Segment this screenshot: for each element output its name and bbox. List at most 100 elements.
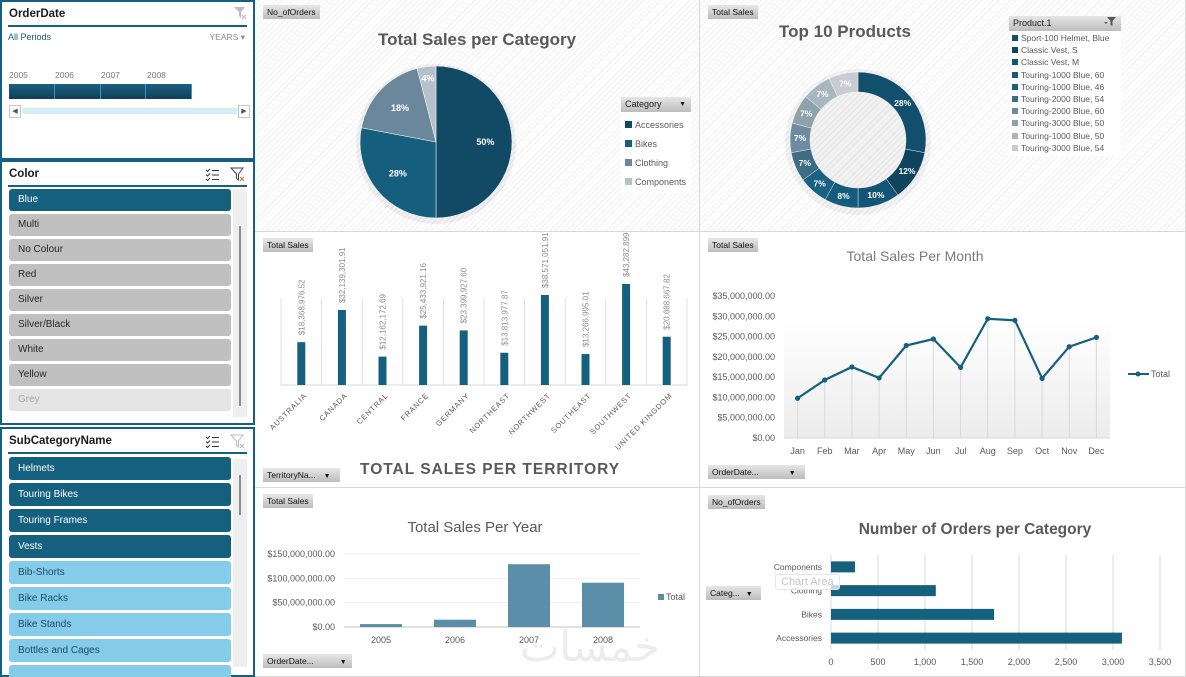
slicer-item-helmets[interactable]: Helmets: [9, 457, 231, 480]
slicer-item-vests[interactable]: Vests: [9, 535, 231, 558]
bar-data-label: $25,433,921.16: [419, 262, 428, 318]
field-button-total-sales[interactable]: Total Sales: [263, 494, 313, 508]
field-button-total-sales[interactable]: Total Sales: [263, 238, 313, 252]
bar-canada: [337, 310, 346, 385]
timeline-segment[interactable]: [146, 84, 192, 99]
x-tick-label: 2007: [519, 635, 539, 645]
slicer-item-no-colour[interactable]: No Colour: [9, 239, 231, 261]
chart-title: Total Sales Per Year: [407, 519, 543, 536]
field-button-total-sales[interactable]: Total Sales: [708, 5, 758, 19]
year-label: 2008: [147, 70, 166, 80]
point-mar: [849, 364, 855, 370]
legend-item-touring-1000-blue-50: Touring-1000 Blue, 50: [1012, 130, 1121, 142]
legend-field-dropdown[interactable]: Product.1: [1009, 16, 1121, 31]
x-tick-label: 2,500: [1055, 657, 1078, 667]
slicer-item-blue[interactable]: Blue: [9, 189, 231, 211]
category-pie-chart[interactable]: No_ofOrders Total Sales per Category 50%…: [255, 0, 700, 232]
x-tick-label: Jul: [955, 446, 967, 456]
x-tick-label: 500: [870, 657, 885, 667]
slicer-item-touring-frames[interactable]: Touring Frames: [9, 509, 231, 532]
axis-field-dropdown-territory[interactable]: TerritoryNa... ▼: [263, 468, 340, 482]
bar-clothing: [831, 585, 936, 597]
x-tick-label: Aug: [980, 446, 996, 456]
multi-select-icon[interactable]: [205, 168, 220, 181]
field-button-total-sales[interactable]: Total Sales: [708, 238, 758, 252]
scroll-left-icon[interactable]: ◀: [9, 105, 21, 118]
time-level-dropdown[interactable]: YEARS ▾: [209, 32, 245, 42]
bar-data-label: $18,368,976.52: [297, 279, 306, 335]
x-tick-label: Jan: [790, 446, 805, 456]
x-tick-label: 2,000: [1008, 657, 1031, 667]
slicer-item-bottles-and-cages[interactable]: Bottles and Cages: [9, 639, 231, 662]
product-legend: Product.1 Sport-100 Helmet, Blue Classic …: [1009, 16, 1121, 156]
color-slicer: Color Blue Multi No Colour Red Silver Silver/…: [0, 160, 255, 425]
donut-data-label: 12%: [898, 166, 915, 176]
scroll-track[interactable]: [22, 108, 237, 114]
timeline-segment[interactable]: [54, 84, 101, 99]
point-jan: [794, 395, 801, 401]
axis-field-dropdown-orderdate[interactable]: OrderDate... ▼: [263, 654, 352, 668]
scroll-thumb[interactable]: [239, 226, 241, 406]
x-tick-label: AUSTRALIA: [268, 391, 309, 432]
legend-label: Touring-1000 Blue, 60: [1021, 69, 1105, 80]
donut-slice-touring-3000-blue-54: [828, 71, 859, 97]
field-button-no-of-orders[interactable]: No_ofOrders: [263, 5, 320, 19]
slicer-item-white[interactable]: White: [9, 339, 231, 361]
point-dec: [1093, 334, 1100, 340]
field-button-no-of-orders[interactable]: No_ofOrders: [708, 495, 765, 509]
top-products-donut-chart[interactable]: Total Sales Top 10 Products 28% 12% 10% 8% 7…: [700, 0, 1186, 232]
year-label: 2005: [9, 70, 28, 80]
multi-select-icon[interactable]: [205, 435, 220, 448]
dropdown-arrow-icon: ▼: [788, 470, 796, 477]
legend-item-classic-vest-s: Classic Vest, S: [1012, 44, 1121, 56]
orders-plot: 0 500 1,000 1,500 2,000 2,500 3,000 3,500 Compon…: [774, 555, 1171, 667]
legend-field-dropdown[interactable]: Category ▼: [621, 97, 691, 112]
bar-central: [378, 356, 387, 385]
timeline-segment[interactable]: [100, 84, 147, 99]
vertical-scrollbar[interactable]: [233, 459, 247, 667]
slicer-item-silver[interactable]: Silver: [9, 289, 231, 311]
timeline-scrollbar[interactable]: ◀ ▶: [9, 105, 250, 118]
slicer-item-more[interactable]: [9, 665, 231, 677]
y-tick-label: $30,000,000.00: [712, 311, 775, 321]
slicer-item-bike-racks[interactable]: Bike Racks: [9, 587, 231, 610]
clear-filter-icon[interactable]: [230, 167, 245, 182]
slicer-item-touring-bikes[interactable]: Touring Bikes: [9, 483, 231, 506]
slicer-item-red[interactable]: Red: [9, 264, 231, 286]
legend-item-bikes: Bikes: [625, 134, 691, 153]
scroll-right-icon[interactable]: ▶: [238, 105, 250, 118]
point-may: [903, 342, 909, 349]
axis-field-dropdown-category[interactable]: Categ... ▼: [706, 586, 761, 600]
slicer-item-bib-shorts[interactable]: Bib-Shorts: [9, 561, 231, 584]
clear-filter-icon[interactable]: [233, 6, 247, 20]
axis-field-dropdown-orderdate[interactable]: OrderDate... ▼: [708, 465, 805, 479]
donut-data-label: 10%: [867, 190, 884, 200]
chart-area-tooltip: Chart Area: [775, 574, 840, 590]
legend-label: Classic Vest, M: [1021, 57, 1080, 68]
x-tick-label: May: [898, 446, 916, 456]
point-apr: [876, 375, 882, 381]
slicer-item-silver-black[interactable]: Silver/Black: [9, 314, 231, 336]
legend-label: Classic Vest, S: [1021, 45, 1078, 56]
timeline-segment[interactable]: [9, 84, 55, 99]
yearly-bar-chart[interactable]: Total Sales Total Sales Per Year $0.00 $5…: [255, 488, 700, 677]
scroll-thumb[interactable]: [239, 475, 241, 515]
slicer-item-yellow[interactable]: Yellow: [9, 364, 231, 386]
territory-bar-chart[interactable]: Total Sales $18,368,976.52 AUSTRALIA $32,1…: [255, 232, 700, 488]
legend-swatch: [625, 121, 632, 128]
clear-filter-icon[interactable]: [230, 434, 245, 449]
slicer-item-bike-stands[interactable]: Bike Stands: [9, 613, 231, 636]
orders-horizontal-bar-chart[interactable]: No_ofOrders Number of Orders per Categor…: [700, 488, 1186, 677]
y-tick-label: $0.00: [312, 622, 335, 632]
monthly-line-chart[interactable]: Total Sales Total Sales Per Month $0.00 $…: [700, 232, 1186, 488]
vertical-scrollbar[interactable]: [233, 189, 247, 417]
donut-data-label: 7%: [799, 158, 812, 168]
bar-accessories: [831, 632, 1122, 644]
donut-data-label: 7%: [839, 78, 852, 88]
x-tick-label: Oct: [1035, 446, 1050, 456]
slicer-item-multi[interactable]: Multi: [9, 214, 231, 236]
x-tick-label: FRANCE: [399, 391, 431, 423]
point-jul: [957, 364, 964, 371]
slicer-item-grey[interactable]: Grey: [9, 389, 231, 411]
timeline-bar[interactable]: [9, 84, 192, 99]
